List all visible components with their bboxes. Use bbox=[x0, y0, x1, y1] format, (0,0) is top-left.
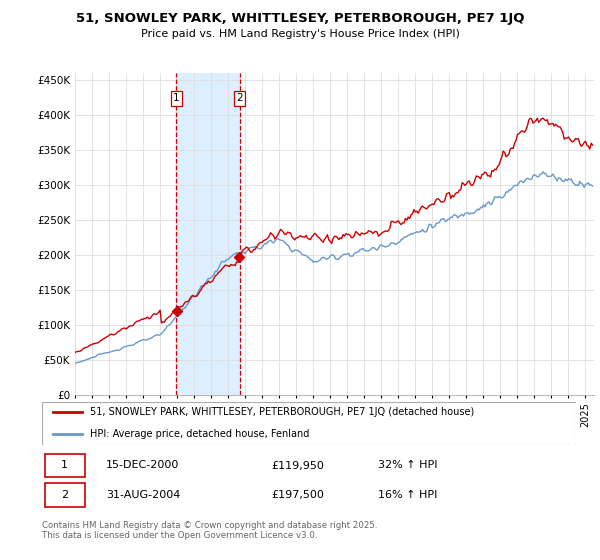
Text: 1: 1 bbox=[173, 94, 180, 104]
Text: £197,500: £197,500 bbox=[272, 490, 325, 500]
Text: 32% ↑ HPI: 32% ↑ HPI bbox=[379, 460, 438, 470]
Text: 16% ↑ HPI: 16% ↑ HPI bbox=[379, 490, 438, 500]
Text: 15-DEC-2000: 15-DEC-2000 bbox=[106, 460, 179, 470]
Text: HPI: Average price, detached house, Fenland: HPI: Average price, detached house, Fenl… bbox=[90, 430, 310, 439]
Text: 31-AUG-2004: 31-AUG-2004 bbox=[106, 490, 181, 500]
Text: £119,950: £119,950 bbox=[272, 460, 325, 470]
Text: Price paid vs. HM Land Registry's House Price Index (HPI): Price paid vs. HM Land Registry's House … bbox=[140, 29, 460, 39]
Text: 51, SNOWLEY PARK, WHITTLESEY, PETERBOROUGH, PE7 1JQ: 51, SNOWLEY PARK, WHITTLESEY, PETERBOROU… bbox=[76, 12, 524, 25]
Text: 2: 2 bbox=[236, 94, 243, 104]
Text: 2: 2 bbox=[61, 490, 68, 500]
Text: 1: 1 bbox=[61, 460, 68, 470]
Text: Contains HM Land Registry data © Crown copyright and database right 2025.
This d: Contains HM Land Registry data © Crown c… bbox=[42, 521, 377, 540]
FancyBboxPatch shape bbox=[44, 483, 85, 507]
FancyBboxPatch shape bbox=[42, 402, 576, 445]
Bar bbox=[176, 73, 239, 395]
Text: 51, SNOWLEY PARK, WHITTLESEY, PETERBOROUGH, PE7 1JQ (detached house): 51, SNOWLEY PARK, WHITTLESEY, PETERBOROU… bbox=[90, 408, 475, 417]
FancyBboxPatch shape bbox=[44, 454, 85, 477]
